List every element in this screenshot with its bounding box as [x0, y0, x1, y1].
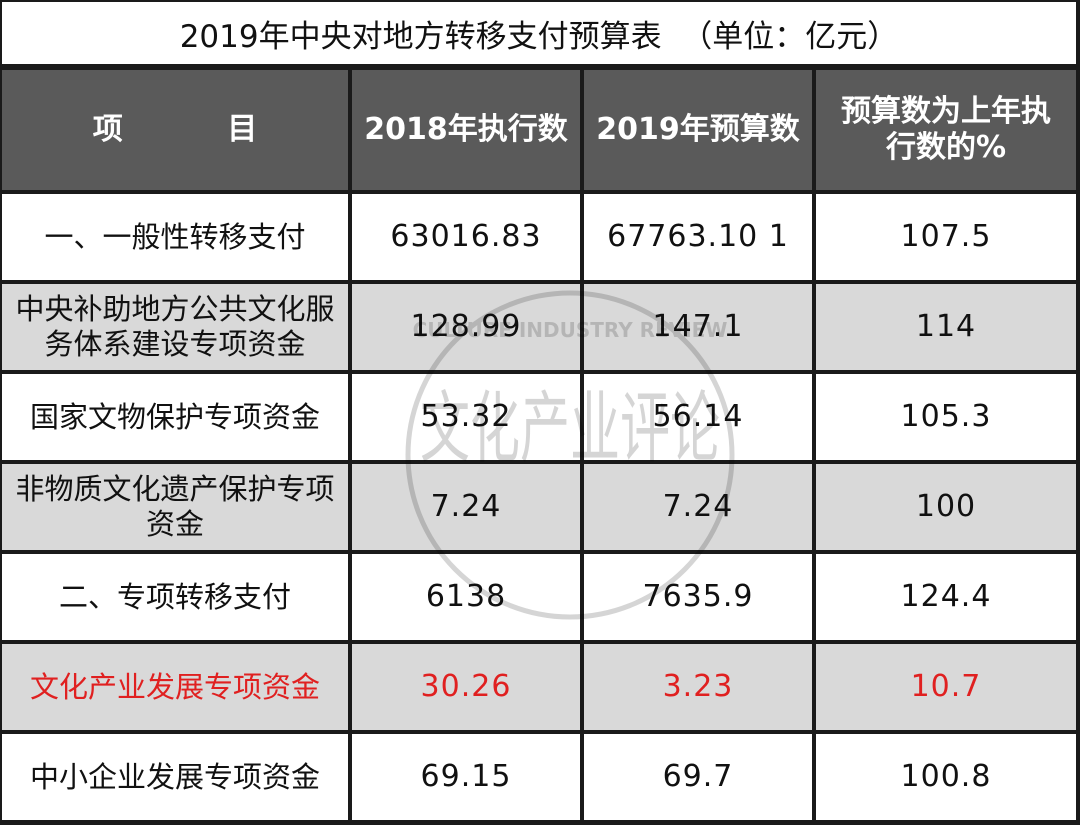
header-2019: 2019年预算数 [584, 70, 812, 190]
row-item: 中央补助地方公共文化服务体系建设专项资金 [2, 284, 348, 370]
header-2018: 2018年执行数 [352, 70, 580, 190]
row-percent: 105.3 [816, 374, 1076, 460]
row-2019: 3.23 [584, 644, 812, 730]
row-2019: 147.1 [584, 284, 812, 370]
row-2018: 69.15 [352, 734, 580, 820]
row-percent: 107.5 [816, 194, 1076, 280]
row-2018: 30.26 [352, 644, 580, 730]
row-2019: 7635.9 [584, 554, 812, 640]
row-item: 文化产业发展专项资金 [2, 644, 348, 730]
row-percent: 114 [816, 284, 1076, 370]
row-2019: 69.7 [584, 734, 812, 820]
row-2018: 7.24 [352, 464, 580, 550]
row-2018: 63016.83 [352, 194, 580, 280]
header-item: 项 目 [2, 70, 348, 190]
row-percent: 100.8 [816, 734, 1076, 820]
row-2018: 6138 [352, 554, 580, 640]
row-item: 二、专项转移支付 [2, 554, 348, 640]
row-2019: 67763.10 1 [584, 194, 812, 280]
row-2018: 53.32 [352, 374, 580, 460]
row-2018: 128.99 [352, 284, 580, 370]
row-item: 非物质文化遗产保护专项资金 [2, 464, 348, 550]
header-percent: 预算数为上年执行数的% [816, 70, 1076, 190]
row-item: 国家文物保护专项资金 [2, 374, 348, 460]
row-percent: 124.4 [816, 554, 1076, 640]
row-2019: 7.24 [584, 464, 812, 550]
row-item: 一、一般性转移支付 [2, 194, 348, 280]
row-percent: 10.7 [816, 644, 1076, 730]
row-2019: 56.14 [584, 374, 812, 460]
table-title: 2019年中央对地方转移支付预算表 （单位：亿元） [2, 2, 1076, 64]
row-percent: 100 [816, 464, 1076, 550]
row-item: 中小企业发展专项资金 [2, 734, 348, 820]
